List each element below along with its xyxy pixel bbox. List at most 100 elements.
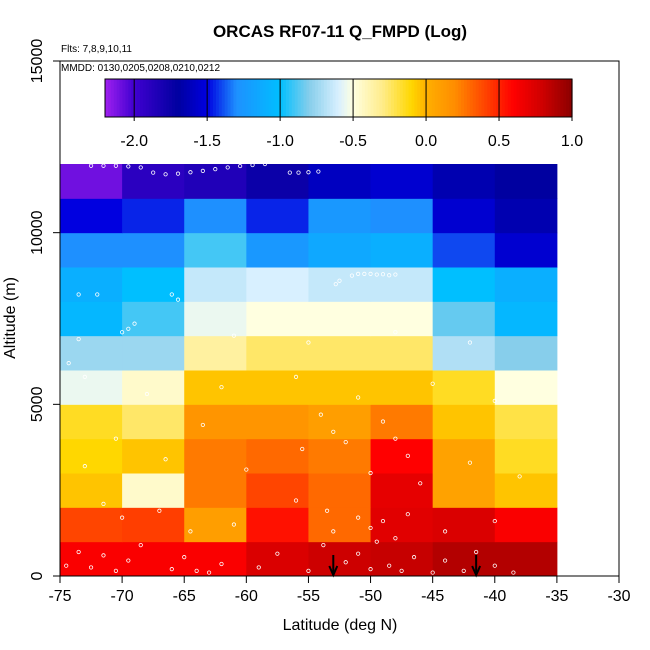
plot-frame: [59, 60, 620, 577]
heatmap-cell: [122, 438, 185, 474]
flight-track-point: [399, 568, 404, 573]
flight-track-point: [368, 271, 373, 276]
colorbar-swatch: [361, 79, 366, 117]
heatmap-cell: [308, 267, 372, 302]
colorbar-swatch: [148, 79, 153, 117]
colorbar-swatch: [236, 79, 240, 117]
colorbar-swatch: [440, 79, 445, 117]
colorbar-tick-label: -2.0: [120, 133, 148, 150]
flight-track-point: [300, 446, 305, 452]
colorbar-swatch: [519, 79, 523, 117]
flight-track-point: [467, 460, 473, 465]
flight-track-point: [101, 501, 106, 506]
colorbar-swatch: [160, 79, 164, 117]
flight-track-point: [356, 271, 361, 276]
heatmap-cell: [184, 232, 247, 268]
colorbar-swatch: [391, 79, 395, 117]
colorbar-swatch: [490, 79, 494, 117]
flight-track-point: [138, 165, 143, 170]
x-axis: -75 -70 -65 -60 -55 -50 -45 -40 -35 -30: [48, 576, 631, 605]
flight-track-point: [343, 560, 348, 565]
flight-track-point: [387, 273, 392, 278]
flight-track-point: [368, 525, 373, 531]
colorbar-swatch: [303, 79, 307, 117]
flight-track-point: [380, 419, 386, 424]
colorbar-swatch: [134, 79, 138, 117]
colorbar-swatch: [353, 79, 357, 117]
flight-track-point: [66, 361, 71, 366]
heatmap-cell: [308, 507, 372, 543]
x-tick-label: -70: [111, 588, 134, 605]
colorbar-swatch: [288, 79, 293, 117]
heatmap-cell: [60, 267, 123, 302]
colorbar-swatch: [402, 79, 407, 117]
heatmap-cell: [246, 232, 309, 268]
flight-track-point: [331, 429, 336, 434]
colorbar-swatch: [221, 79, 226, 117]
colorbar-swatch: [253, 79, 258, 117]
heatmap-cell: [184, 370, 247, 405]
flight-track-point: [163, 172, 168, 177]
colorbar-swatch: [280, 79, 284, 117]
colorbar-swatch: [239, 79, 243, 117]
heatmap-cell: [122, 507, 185, 543]
colorbar-swatch: [437, 79, 442, 117]
down-arrow-icon: [471, 555, 482, 578]
flight-track-point: [430, 381, 435, 386]
chart-title: ORCAS RF07-11 Q_FMPD (Log): [213, 22, 467, 41]
flight-track-point: [374, 539, 379, 544]
heatmap-cell: [308, 370, 372, 405]
colorbar-swatch: [107, 79, 112, 117]
colorbar-swatch: [189, 79, 194, 117]
colorbar-swatch: [154, 79, 159, 117]
heatmap-cell: [370, 438, 434, 474]
flight-track-point: [76, 292, 81, 297]
heatmap-cell: [370, 267, 434, 302]
y-tick-label: 0: [29, 571, 46, 580]
flight-track-point: [64, 563, 69, 568]
y-tick-label: 15000: [29, 39, 46, 84]
colorbar-swatch: [405, 79, 410, 117]
colorbar-swatch: [119, 79, 124, 117]
heatmap-cell: [432, 232, 496, 268]
colorbar-swatch: [335, 79, 340, 117]
colorbar-swatch: [396, 79, 401, 117]
heatmap-cell: [494, 335, 558, 371]
colorbar-swatch: [411, 79, 415, 117]
flight-track-point: [126, 558, 131, 563]
colorbar-swatch: [344, 79, 348, 117]
flight-track-point: [157, 508, 162, 513]
flight-track-point: [393, 272, 398, 277]
colorbar-swatch: [338, 79, 343, 117]
heatmap-cell: [432, 301, 496, 337]
colorbar-swatch: [268, 79, 272, 117]
heatmap-cell: [60, 404, 123, 440]
heatmap-cell: [246, 335, 309, 371]
flight-track-point: [262, 161, 268, 167]
colorbar-swatch: [466, 79, 471, 117]
flight-track-point: [95, 292, 100, 297]
y-tick-label: 10000: [29, 210, 46, 255]
colorbar-swatch: [183, 79, 188, 117]
colorbar-swatch: [110, 79, 115, 117]
heatmap-cell: [432, 335, 496, 371]
colorbar-swatch: [113, 79, 118, 117]
heatmap-cell: [184, 438, 247, 474]
colorbar-swatch: [385, 79, 389, 117]
colorbar-swatch: [297, 79, 302, 117]
heatmap-cell: [184, 164, 247, 199]
heatmap-cell: [370, 198, 434, 234]
colorbar-swatch: [227, 79, 232, 117]
colorbar-swatch: [131, 79, 135, 117]
colorbar-swatch: [507, 79, 512, 117]
flight-track-point: [337, 278, 342, 283]
colorbar-swatch: [551, 79, 556, 117]
heatmap-cell: [308, 198, 372, 234]
flight-track-point: [206, 570, 212, 575]
flight-track-point: [101, 553, 106, 558]
heatmap-cell: [494, 301, 558, 337]
colorbar-swatch: [341, 79, 345, 117]
colorbar-swatch: [370, 79, 375, 117]
heatmap-cell: [60, 438, 123, 474]
